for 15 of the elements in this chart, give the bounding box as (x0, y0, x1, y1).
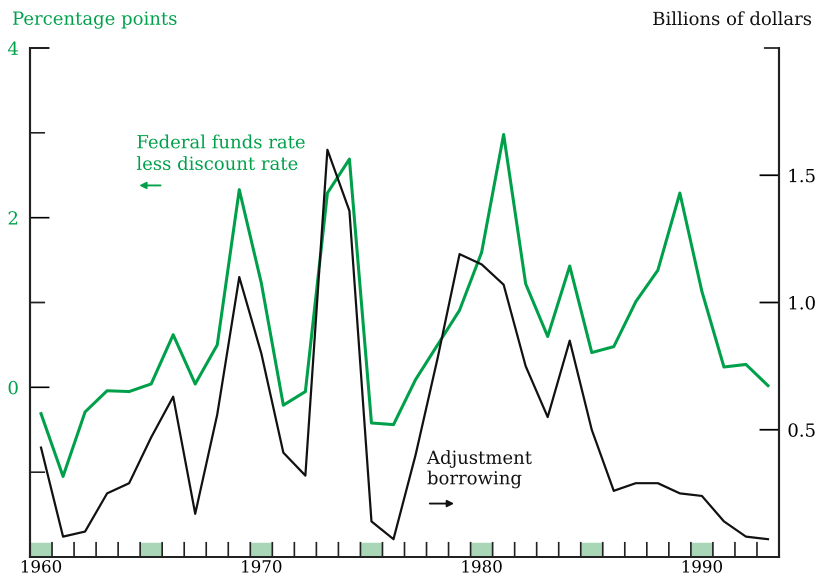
x-tick-label: 1960 (22, 560, 62, 573)
series-label: Adjustment borrowing (426, 450, 532, 488)
series-label: Federal funds rate less discount rate (136, 134, 305, 170)
y2-tick-label: 0.5 (788, 423, 815, 437)
x-tick-label: 1970 (242, 560, 282, 573)
y-tick-label: 2 (8, 211, 18, 225)
y2-tick-label: 1.5 (790, 168, 815, 182)
y-tick-label: 4 (8, 41, 18, 55)
y-axis-title: Percentage points (12, 11, 177, 29)
x-tick-label: 1980 (462, 560, 502, 573)
y-tick-label: 0 (8, 380, 18, 394)
y2-axis-title: Billions of dollars (653, 11, 812, 26)
x-tick-label: 1990 (682, 560, 722, 573)
y2-tick-label: 1.0 (790, 296, 815, 310)
line-series (40, 148, 770, 540)
